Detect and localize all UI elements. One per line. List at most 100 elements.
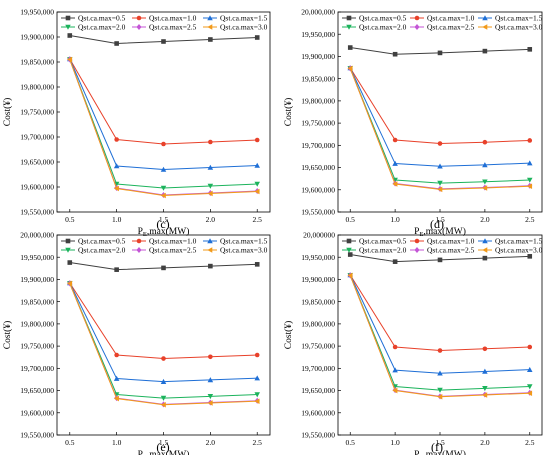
data-point	[482, 255, 488, 261]
x-tick-label: 2.0	[480, 215, 490, 224]
data-point	[208, 37, 213, 42]
y-tick-label: 19,950,000	[301, 253, 335, 262]
legend-marker	[136, 24, 142, 30]
data-point	[208, 263, 213, 269]
x-tick-label: 1.0	[390, 215, 400, 224]
data-point	[392, 259, 398, 264]
legend-label: Qst.ca.max=0.5	[359, 237, 407, 246]
series-line	[69, 282, 258, 360]
series-line	[349, 275, 530, 397]
x-tick-label: 0.5	[65, 438, 75, 447]
legend-marker	[207, 15, 213, 21]
y-tick-label: 19,600,000	[301, 185, 335, 194]
data-point	[482, 346, 488, 352]
y-tick-label: 19,800,000	[20, 83, 54, 92]
y-tick-label: 19,650,000	[20, 386, 54, 395]
data-point	[114, 137, 119, 142]
data-point	[207, 164, 214, 170]
data-point	[160, 402, 166, 408]
data-point	[392, 367, 398, 373]
data-point	[254, 35, 260, 40]
data-point	[207, 183, 214, 189]
legend-entry: Qst.ca.max=0.5	[61, 14, 126, 23]
y-tick-label: 19,850,000	[301, 297, 335, 306]
series-line	[349, 275, 530, 398]
y-tick-label: 19,550,000	[20, 208, 54, 217]
y-axis-label: Cost(¥)	[2, 321, 13, 350]
data-point	[347, 252, 353, 257]
legend-entry: Qst.ca.max=2.5	[410, 23, 475, 32]
data-point	[527, 160, 533, 166]
data-point	[208, 354, 213, 360]
legend-entry: Qst.ca.max=1.5	[203, 14, 268, 23]
x-axis-label: PE,max(MW)	[414, 226, 466, 238]
data-point	[113, 395, 119, 402]
legend-marker	[207, 247, 213, 253]
data-point	[254, 162, 260, 168]
legend-entry: Qst.ca.max=1.0	[410, 14, 475, 23]
legend-entry: Qst.ca.max=2.0	[342, 23, 407, 32]
data-point	[347, 272, 353, 279]
data-point	[254, 352, 260, 358]
data-point	[113, 185, 119, 192]
series-line	[69, 283, 258, 405]
data-point	[254, 188, 260, 195]
x-tick-label: 1.0	[390, 438, 400, 447]
legend-label: Qst.ca.max=3.0	[220, 23, 268, 32]
data-point	[527, 366, 533, 372]
y-tick-label: 19,900,000	[20, 275, 54, 284]
legend-marker	[482, 15, 488, 21]
legend-label: Qst.ca.max=2.0	[78, 23, 126, 32]
y-tick-label: 19,700,000	[20, 364, 54, 373]
y-tick-label: 19,800,000	[301, 319, 335, 328]
data-point	[527, 177, 533, 183]
panel-label: (f)	[431, 440, 443, 454]
legend-label: Qst.ca.max=1.5	[495, 237, 543, 246]
data-point	[160, 185, 167, 191]
x-tick-label: 1.0	[112, 438, 122, 447]
legend-marker	[414, 238, 420, 244]
legend-label: Qst.ca.max=1.0	[427, 237, 475, 246]
data-point	[392, 137, 398, 143]
data-point	[482, 48, 488, 54]
legend-entry: Qst.ca.max=2.5	[132, 23, 197, 32]
data-point	[527, 254, 533, 259]
legend-marker	[482, 238, 488, 244]
x-tick-label: 0.5	[346, 215, 356, 224]
data-point	[207, 377, 214, 383]
legend-entry: Qst.ca.max=3.0	[203, 246, 268, 255]
legend-label: Qst.ca.max=2.0	[359, 246, 407, 255]
legend-label: Qst.ca.max=1.5	[220, 14, 268, 23]
y-tick-label: 19,650,000	[20, 158, 54, 167]
legend-marker	[136, 238, 142, 244]
y-tick-label: 19,750,000	[20, 108, 54, 117]
data-point	[347, 45, 353, 50]
data-point	[67, 56, 73, 63]
data-point	[482, 162, 488, 168]
legend-marker	[65, 247, 71, 253]
data-point	[254, 262, 260, 267]
data-point	[392, 51, 398, 57]
data-point	[347, 65, 353, 72]
data-point	[437, 163, 443, 169]
y-tick-label: 19,550,000	[301, 431, 335, 440]
data-point	[207, 394, 214, 400]
data-point	[161, 265, 166, 271]
y-tick-label: 19,650,000	[301, 163, 335, 172]
legend-label: Qst.ca.max=3.0	[495, 23, 543, 32]
x-tick-label: 1.5	[435, 215, 445, 224]
data-point	[67, 260, 73, 265]
legend-entry: Qst.ca.max=1.0	[410, 237, 475, 246]
y-tick-label: 19,950,000	[20, 8, 54, 17]
y-tick-label: 19,950,000	[301, 30, 335, 39]
series-line	[69, 58, 258, 145]
x-tick-label: 2.5	[253, 438, 263, 447]
legend-label: Qst.ca.max=1.5	[220, 237, 268, 246]
y-axis-label: Cost(¥)	[2, 98, 13, 127]
data-point	[160, 166, 167, 172]
y-tick-label: 20,000,000	[20, 231, 54, 240]
data-point	[114, 352, 119, 358]
legend-label: Qst.ca.max=1.0	[427, 14, 475, 23]
legend-marker	[346, 15, 352, 21]
legend-entry: Qst.ca.max=2.5	[410, 246, 475, 255]
